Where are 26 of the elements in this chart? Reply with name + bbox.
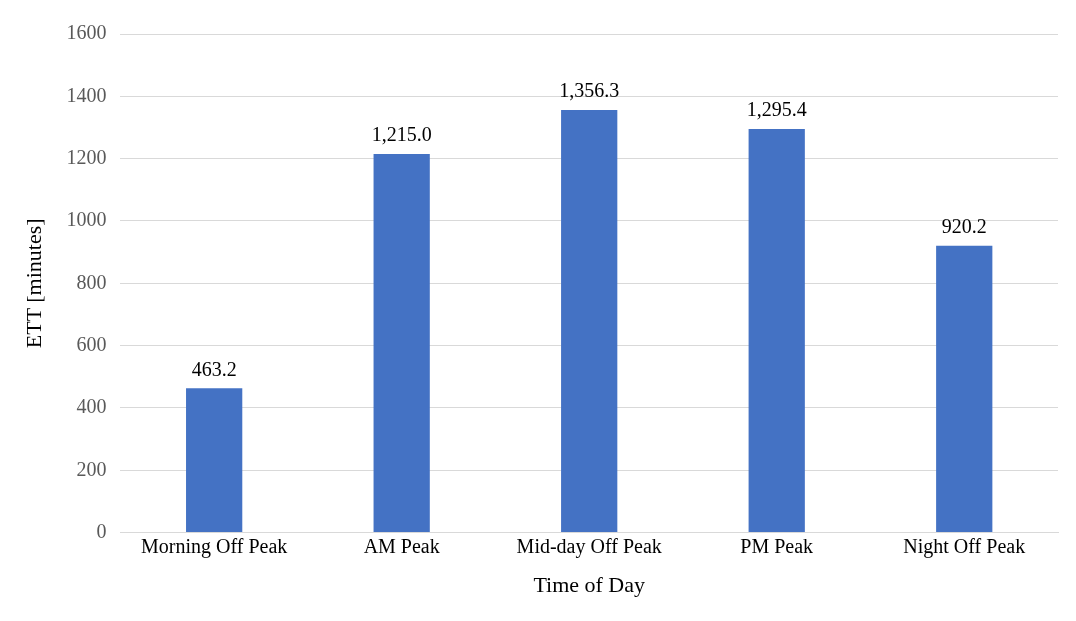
- x-tick-label: PM Peak: [740, 534, 814, 557]
- y-tick-label: 0: [96, 519, 107, 542]
- y-tick-label: 1600: [66, 21, 107, 44]
- y-tick-label: 200: [76, 457, 107, 480]
- x-tick-label: Mid-day Off Peak: [516, 534, 662, 558]
- y-tick-label: 1000: [66, 208, 107, 231]
- y-tick-label: 800: [76, 270, 107, 293]
- x-tick-label: Morning Off Peak: [141, 534, 288, 558]
- data-label: 463.2: [191, 357, 237, 380]
- bar: [936, 245, 993, 533]
- x-tick-label: AM Peak: [363, 534, 440, 557]
- x-axis-title: Time of Day: [533, 571, 646, 597]
- y-tick-label: 400: [76, 395, 107, 418]
- bar: [748, 128, 805, 533]
- data-label: 1,295.4: [746, 98, 807, 121]
- y-tick-label: 1200: [66, 145, 107, 168]
- bar: [561, 109, 618, 533]
- data-label: 1,356.3: [559, 79, 620, 102]
- bar: [373, 153, 430, 533]
- y-tick-label: 600: [76, 332, 107, 355]
- y-axis-title: ETT [minutes]: [20, 218, 46, 349]
- bar: [186, 388, 243, 533]
- y-tick-label: 1400: [66, 83, 107, 106]
- data-label: 1,215.0: [371, 123, 432, 146]
- x-tick-label: Night Off Peak: [903, 534, 1026, 558]
- data-label: 920.2: [941, 215, 987, 238]
